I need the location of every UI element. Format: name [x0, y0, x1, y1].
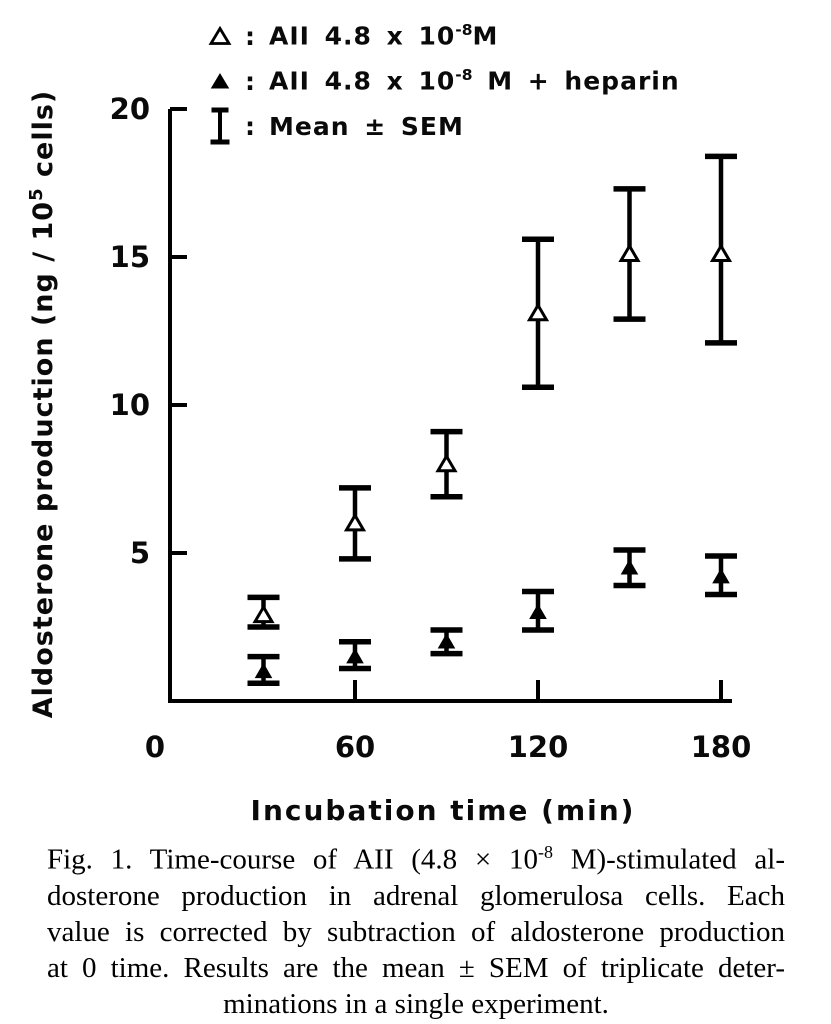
marker-open-triangle	[252, 604, 275, 624]
error-bar-icon	[203, 106, 237, 146]
marker-filled-triangle	[712, 568, 730, 584]
y-tick-label: 15	[110, 240, 150, 274]
x-tick-label: 120	[508, 730, 569, 764]
caption-line-4: at 0 time. Results are the mean ± SEM of…	[47, 951, 785, 984]
marker-filled-triangle	[529, 603, 547, 619]
marker-filled-triangle	[254, 662, 273, 679]
marker-open-triangle	[618, 243, 641, 263]
figure-caption: Fig. 1. Time-course of AII (4.8 × 10-8 M…	[47, 834, 785, 1022]
x-tick-label: 180	[691, 730, 752, 764]
legend-label-aii-heparin: AII 4.8 x 10-8 M + heparin	[269, 66, 680, 96]
caption-line-1: Fig. 1. Time-course of AII (4.8 × 10-8 M…	[47, 842, 785, 876]
legend-label-aii: AII 4.8 x 10-8M	[269, 21, 499, 51]
legend-item-aii-heparin: : AII 4.8 x 10-8 M + heparin	[203, 63, 680, 99]
marker-open-triangle	[526, 302, 550, 322]
legend-colon: :	[245, 66, 255, 96]
y-axis-label: Aldosterone production (ng / 105 cells)	[26, 90, 59, 719]
marker-filled-triangle	[346, 648, 364, 664]
chart-svg: 5 10 15 20 0 60 120 180 Incubation time (min) Ald…	[26, 90, 752, 827]
caption-line-5: minations in a single experiment.	[223, 987, 609, 1020]
marker-filled-triangle	[620, 559, 639, 575]
x-tick-label: 0	[145, 730, 165, 764]
legend-colon: :	[245, 21, 255, 51]
y-tick-label: 10	[110, 388, 150, 422]
x-tick-label: 60	[335, 730, 375, 764]
y-tick-label: 20	[110, 92, 150, 126]
legend-label-sem: Mean ± SEM	[269, 111, 464, 141]
caption-line-2: dosterone production in adrenal glomerul…	[47, 879, 785, 912]
filled-triangle-icon	[203, 72, 237, 90]
marker-open-triangle	[343, 512, 367, 532]
legend-colon: :	[245, 111, 255, 141]
chart-legend: : AII 4.8 x 10-8M : AII 4.8 x 10-8 M + h…	[203, 18, 680, 146]
legend-item-aii: : AII 4.8 x 10-8M	[203, 18, 680, 54]
legend-item-sem: : Mean ± SEM	[203, 106, 680, 146]
marker-open-triangle	[435, 453, 458, 473]
marker-open-triangle	[709, 243, 733, 263]
caption-line-3: value is corrected by subtraction of ald…	[47, 915, 785, 948]
x-axis-label: Incubation time (min)	[251, 794, 636, 827]
marker-filled-triangle	[437, 633, 456, 649]
open-triangle-icon	[203, 26, 237, 46]
y-tick-label: 5	[130, 536, 150, 570]
